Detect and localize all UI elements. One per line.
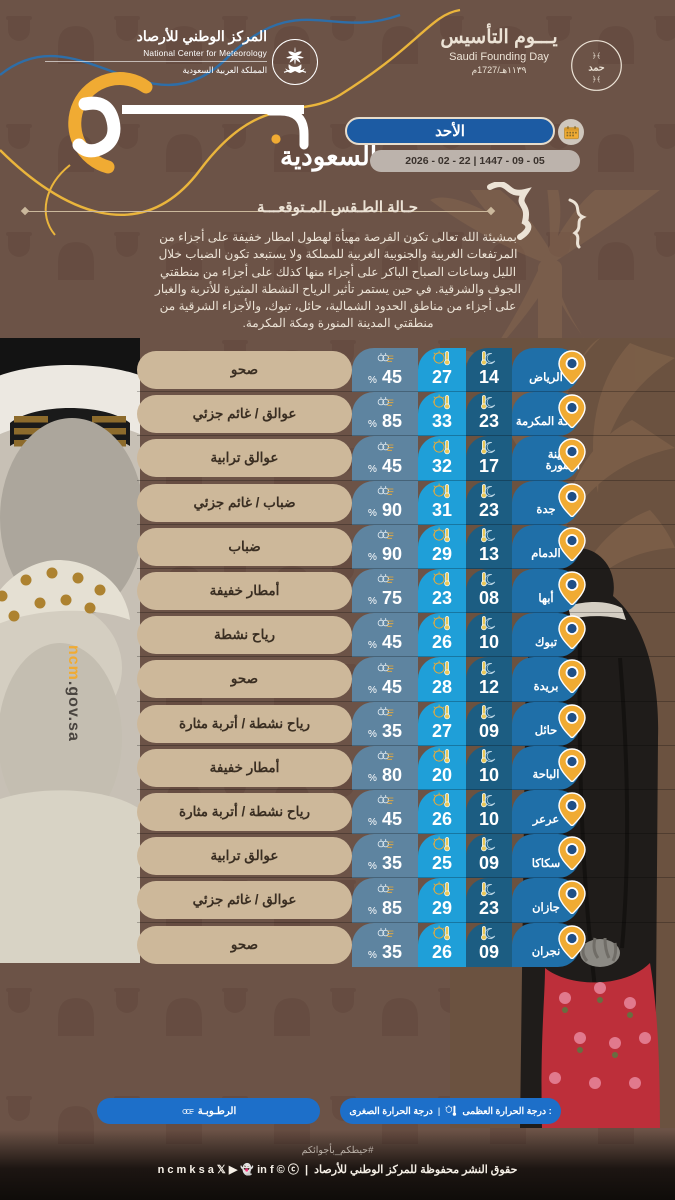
svg-text:﴾﴿: ﴾﴿ xyxy=(592,75,601,84)
svg-text:ﺣﻤﺪ: ﺣﻤﺪ xyxy=(588,62,604,73)
svg-text:﴾﴿: ﴾﴿ xyxy=(592,51,601,60)
svg-text:السعودية: السعودية xyxy=(280,141,377,172)
